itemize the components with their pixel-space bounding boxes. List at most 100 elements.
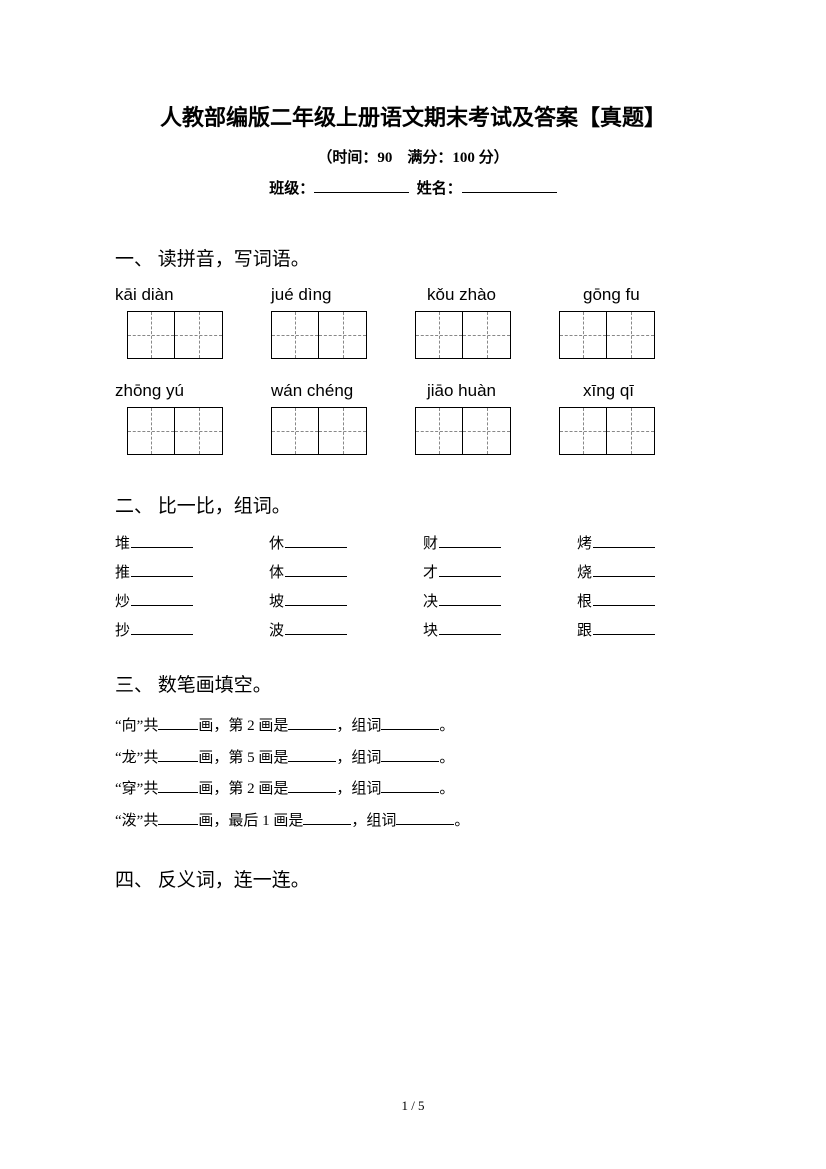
char-box[interactable] — [127, 311, 175, 359]
sec3-blank[interactable] — [396, 812, 454, 825]
sec3-blank[interactable] — [381, 749, 439, 762]
sec3-text: ，组词 — [336, 750, 381, 766]
sec3-text: 画，第 5 画是 — [198, 750, 288, 766]
name-label: 姓名： — [417, 181, 462, 197]
sec2-blank[interactable] — [593, 535, 655, 548]
sec2-char: 财 — [423, 532, 438, 553]
sec3-text: 。 — [439, 750, 454, 766]
sec3-blank[interactable] — [381, 717, 439, 730]
sec2-blank[interactable] — [439, 564, 501, 577]
sec2-blank[interactable] — [131, 535, 193, 548]
pinyin-item: kǒu zhào — [427, 285, 547, 305]
sec2-blank[interactable] — [285, 535, 347, 548]
sec2-char: 根 — [577, 590, 592, 611]
sec2-blank[interactable] — [439, 593, 501, 606]
sec2-blank[interactable] — [285, 593, 347, 606]
sec3-blank[interactable] — [381, 780, 439, 793]
section-1-heading: 一、 读拼音，写词语。 — [115, 244, 711, 271]
char-box[interactable] — [319, 311, 367, 359]
class-blank[interactable] — [314, 179, 409, 193]
char-box-pair — [127, 311, 235, 359]
char-box[interactable] — [607, 311, 655, 359]
char-box[interactable] — [559, 311, 607, 359]
char-box[interactable] — [463, 311, 511, 359]
sec3-blank[interactable] — [158, 780, 198, 793]
pinyin-item: xīng qī — [583, 381, 703, 401]
sec3-text: “龙”共 — [115, 750, 158, 766]
char-box[interactable] — [271, 407, 319, 455]
sec2-blank[interactable] — [593, 564, 655, 577]
sec2-blank[interactable] — [131, 593, 193, 606]
sec2-blank[interactable] — [439, 622, 501, 635]
char-box-pair — [271, 311, 379, 359]
sec2-blank[interactable] — [593, 593, 655, 606]
pinyin-row-2: zhōng yú wán chéng jiāo huàn xīng qī — [115, 381, 711, 401]
char-box[interactable] — [463, 407, 511, 455]
name-blank[interactable] — [462, 179, 557, 193]
sec2-item: 才 — [423, 561, 557, 582]
section-4-heading: 四、 反义词，连一连。 — [115, 865, 711, 892]
char-box-pair — [559, 407, 667, 455]
sec2-char: 烧 — [577, 561, 592, 582]
sec2-blank[interactable] — [285, 622, 347, 635]
char-box[interactable] — [415, 407, 463, 455]
sec2-char: 跟 — [577, 619, 592, 640]
sec3-text: 画，第 2 画是 — [198, 718, 288, 734]
sec2-item: 块 — [423, 619, 557, 640]
sec2-char: 堆 — [115, 532, 130, 553]
char-box-pair — [415, 407, 523, 455]
sec2-blank[interactable] — [439, 535, 501, 548]
sec2-char: 休 — [269, 532, 284, 553]
sec3-text: 画，最后 1 画是 — [198, 813, 303, 829]
char-box-pair — [559, 311, 667, 359]
char-box[interactable] — [319, 407, 367, 455]
exam-title: 人教部编版二年级上册语文期末考试及答案【真题】 — [115, 100, 711, 132]
sec3-blank[interactable] — [288, 717, 336, 730]
sec2-item: 波 — [269, 619, 403, 640]
char-box-row-2 — [127, 407, 711, 455]
char-box[interactable] — [271, 311, 319, 359]
sec3-text: ，组词 — [336, 781, 381, 797]
sec3-blank[interactable] — [158, 812, 198, 825]
sec3-text: 。 — [454, 813, 469, 829]
sec2-char: 炒 — [115, 590, 130, 611]
pinyin-item: gōng fu — [583, 285, 703, 305]
pinyin-item: zhōng yú — [115, 381, 235, 401]
sec2-char: 抄 — [115, 619, 130, 640]
class-label: 班级： — [269, 181, 314, 197]
exam-subtitle: （时间：90 满分：100 分） — [115, 146, 711, 167]
sec2-blank[interactable] — [131, 564, 193, 577]
sec3-blank[interactable] — [158, 717, 198, 730]
sec2-item: 坡 — [269, 590, 403, 611]
sec2-item: 根 — [577, 590, 711, 611]
sec3-line-4: “泼”共画，最后 1 画是，组词。 — [115, 806, 711, 838]
sec3-text: 画，第 2 画是 — [198, 781, 288, 797]
sec2-blank[interactable] — [285, 564, 347, 577]
sec2-item: 休 — [269, 532, 403, 553]
char-box[interactable] — [175, 311, 223, 359]
char-box[interactable] — [559, 407, 607, 455]
sec2-item: 抄 — [115, 619, 249, 640]
sec3-blank[interactable] — [288, 780, 336, 793]
sec2-blank[interactable] — [593, 622, 655, 635]
char-box-pair — [127, 407, 235, 455]
sec3-blank[interactable] — [288, 749, 336, 762]
sec2-char: 烤 — [577, 532, 592, 553]
pinyin-item: wán chéng — [271, 381, 391, 401]
sec3-text: ，组词 — [336, 718, 381, 734]
sec3-blank[interactable] — [158, 749, 198, 762]
sec2-item: 决 — [423, 590, 557, 611]
sec3-line-3: “穿”共画，第 2 画是，组词。 — [115, 774, 711, 806]
char-box[interactable] — [175, 407, 223, 455]
char-box[interactable] — [607, 407, 655, 455]
sec3-blank[interactable] — [303, 812, 351, 825]
sec2-blank[interactable] — [131, 622, 193, 635]
char-box[interactable] — [127, 407, 175, 455]
sec2-item: 跟 — [577, 619, 711, 640]
char-box[interactable] — [415, 311, 463, 359]
sec2-item: 炒 — [115, 590, 249, 611]
char-box-pair — [415, 311, 523, 359]
sec3-line-1: “向”共画，第 2 画是，组词。 — [115, 711, 711, 743]
pinyin-item: kāi diàn — [115, 285, 235, 305]
sec3-text: 。 — [439, 781, 454, 797]
